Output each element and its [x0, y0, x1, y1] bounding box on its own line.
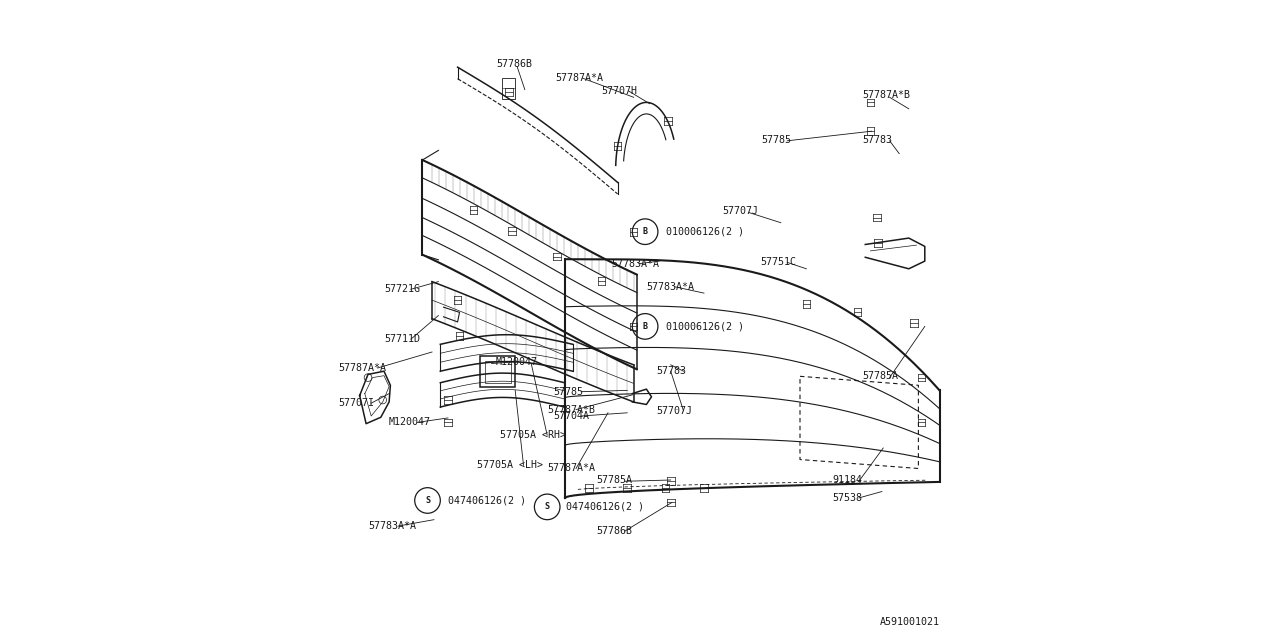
Text: 57707J: 57707J	[722, 206, 758, 216]
Text: 57705A <RH>: 57705A <RH>	[500, 430, 567, 440]
Text: 57786B: 57786B	[596, 526, 632, 536]
Text: 57785A: 57785A	[863, 371, 899, 381]
Text: 57783A*A: 57783A*A	[646, 282, 694, 292]
Text: 57704A: 57704A	[554, 411, 590, 421]
Text: 57751C: 57751C	[760, 257, 796, 268]
Text: 57783: 57783	[657, 366, 686, 376]
Text: 57787A*B: 57787A*B	[863, 90, 911, 100]
Text: 91184: 91184	[832, 475, 861, 485]
Text: A591001021: A591001021	[879, 617, 940, 627]
Text: 57707I: 57707I	[338, 398, 374, 408]
Text: 57721G: 57721G	[384, 284, 420, 294]
Text: S: S	[425, 496, 430, 505]
Text: 57787A*A: 57787A*A	[556, 73, 604, 83]
Text: M120047: M120047	[389, 417, 431, 428]
Text: 57707H: 57707H	[602, 86, 637, 96]
Bar	[480, 356, 516, 387]
Text: 57707J: 57707J	[657, 406, 692, 416]
Text: 047406126(2 ): 047406126(2 )	[448, 495, 526, 506]
Text: 57783: 57783	[863, 134, 892, 145]
Text: 57787A*A: 57787A*A	[548, 463, 595, 474]
Bar	[485, 361, 511, 383]
Text: 010006126(2 ): 010006126(2 )	[666, 321, 744, 332]
Text: M120047: M120047	[497, 356, 538, 367]
Text: 57783A*A: 57783A*A	[612, 259, 659, 269]
Text: 57785A: 57785A	[596, 475, 632, 485]
Text: B: B	[643, 227, 648, 236]
Text: 047406126(2 ): 047406126(2 )	[566, 502, 644, 512]
Text: B: B	[643, 322, 648, 331]
Text: 57785: 57785	[554, 387, 584, 397]
Text: S: S	[545, 502, 549, 511]
Text: 57787A*A: 57787A*A	[338, 363, 387, 373]
Bar	[502, 78, 516, 99]
Text: 57711D: 57711D	[384, 334, 420, 344]
Text: 57786B: 57786B	[497, 59, 532, 69]
Text: 57705A <LH>: 57705A <LH>	[477, 460, 543, 470]
Text: 57783A*A: 57783A*A	[369, 521, 416, 531]
Text: 57785: 57785	[762, 134, 791, 145]
Text: 010006126(2 ): 010006126(2 )	[666, 227, 744, 237]
Text: 57787A*B: 57787A*B	[548, 404, 595, 415]
Text: 57538: 57538	[832, 493, 861, 503]
